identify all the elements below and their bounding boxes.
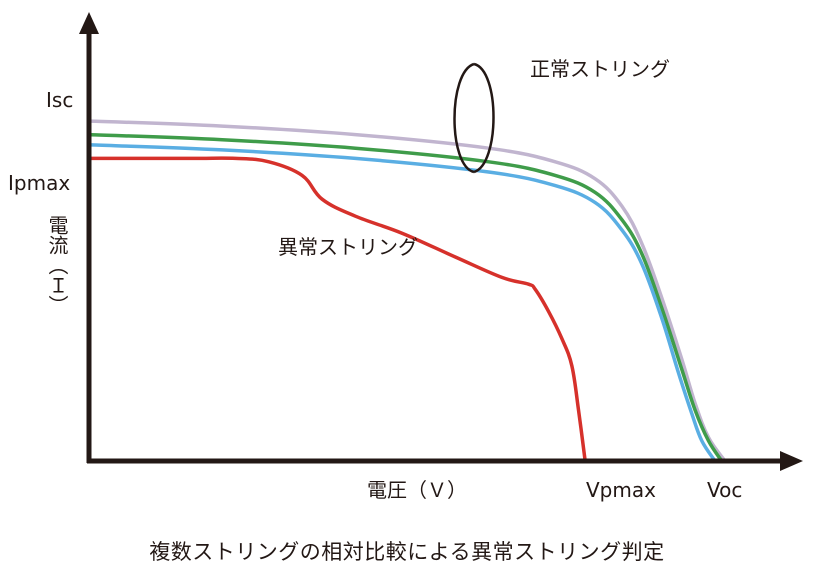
x-tick-label-voc: Voc [707, 478, 742, 502]
x-axis-label: 電圧（Ｖ） [367, 478, 467, 502]
normal-group-bracket-right [473, 62, 495, 174]
normal-string-annotation: 正常ストリング [530, 57, 670, 81]
x-tick-label-vpmax: Vpmax [586, 478, 656, 502]
curves [87, 119, 727, 463]
y-axis-arrowhead [79, 12, 99, 34]
y-tick-label-isc: Isc [46, 88, 73, 112]
normal-group-bracket-left [453, 62, 475, 174]
x-axis-arrowhead [780, 451, 803, 471]
iv-curve-chart: Isc Ipmax 電流（Ｉ） Vpmax Voc 電圧（Ｖ） 正常ストリング … [8, 12, 803, 502]
abnormal-string-annotation: 異常ストリング [278, 235, 418, 259]
normal-string-3-curve [87, 143, 717, 463]
y-axis-label: 電流（Ｉ） [45, 215, 69, 315]
y-tick-label-ipmax: Ipmax [8, 171, 70, 195]
figure-caption: 複数ストリングの相対比較による異常ストリング判定 [149, 540, 665, 564]
normal-string-2-curve [87, 132, 724, 463]
abnormal-string-curve [87, 156, 587, 463]
normal-string-1-curve [87, 119, 727, 463]
